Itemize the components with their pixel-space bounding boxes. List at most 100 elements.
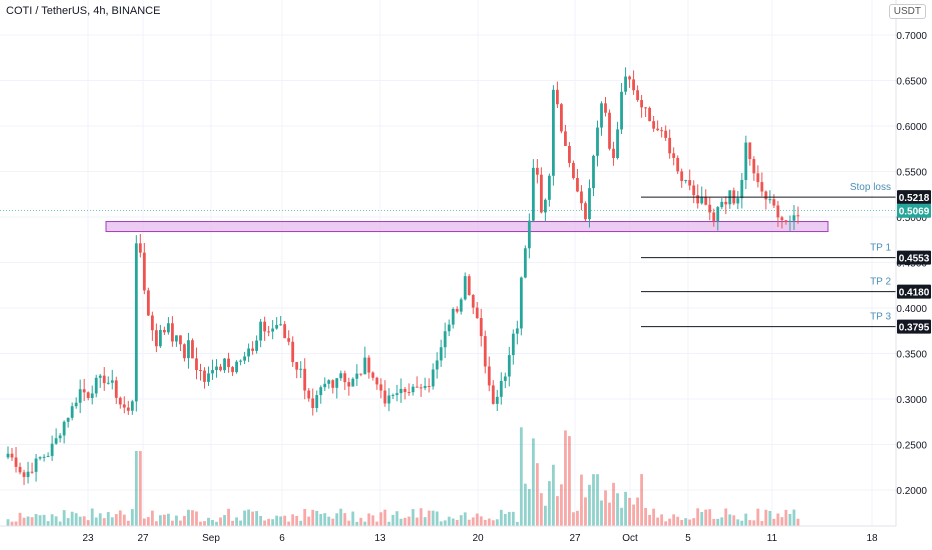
volume-bar — [14, 521, 18, 526]
candle-body — [427, 385, 431, 387]
candle-body — [279, 324, 283, 326]
level-price-badge: 0.4180 — [899, 288, 930, 299]
volume-bar — [379, 512, 383, 526]
volume-bar — [255, 511, 259, 526]
volume-bar — [475, 513, 479, 526]
volume-bar — [114, 514, 118, 526]
time-tick-label: 20 — [472, 533, 484, 544]
candle-body — [403, 388, 407, 393]
currency-button[interactable]: USDT — [888, 4, 926, 19]
volume-bar — [543, 505, 547, 526]
volume-bar — [551, 464, 555, 526]
candle-body — [680, 171, 684, 182]
volume-bar — [142, 518, 146, 526]
candle-body — [54, 438, 58, 444]
volume-bar — [134, 451, 138, 526]
candle-body — [547, 175, 551, 200]
volume-bar — [684, 518, 688, 526]
candle-body — [576, 177, 579, 192]
volume-bar — [580, 474, 583, 526]
volume-bar — [6, 519, 10, 526]
candle-body — [407, 392, 411, 394]
candle-body — [616, 129, 619, 159]
candle-body — [660, 130, 664, 132]
candle-body — [668, 137, 672, 154]
candle-body — [491, 385, 495, 404]
volume-bar — [263, 520, 267, 526]
volume-bar — [18, 512, 22, 526]
volume-bar — [227, 508, 230, 526]
volume-bar — [267, 518, 271, 526]
volume-bar — [439, 521, 443, 526]
level-price-badge-bg — [897, 190, 931, 205]
volume-bar — [138, 451, 142, 526]
candle-body — [162, 329, 166, 333]
candle-body — [267, 331, 271, 333]
candle-body — [199, 370, 202, 372]
volume-bar — [708, 509, 712, 526]
candle-body — [539, 174, 543, 213]
candle-body — [648, 107, 652, 122]
candle-body — [423, 385, 427, 388]
candle-body — [14, 457, 18, 467]
volume-bar — [146, 517, 150, 526]
volume-bar — [154, 521, 158, 526]
candle-body — [90, 393, 94, 398]
candle-body — [636, 90, 639, 101]
candle-body — [479, 318, 483, 337]
volume-bar — [632, 504, 635, 526]
volume-bar — [531, 438, 535, 526]
volume-bar — [319, 513, 323, 526]
price-tick-label: 0.4000 — [896, 304, 927, 315]
volume-bar — [768, 510, 772, 526]
volume-bar — [427, 510, 431, 526]
volume-bar — [179, 520, 182, 526]
volume-bar — [327, 516, 331, 526]
candle-body — [656, 128, 660, 131]
price-axis[interactable]: 0.20000.25000.30000.35000.40000.45000.50… — [895, 0, 932, 550]
candle-body — [664, 130, 668, 138]
volume-bar — [559, 484, 563, 526]
candle-body — [499, 380, 503, 397]
time-tick-label: 11 — [767, 533, 778, 544]
candle-body — [419, 387, 423, 389]
candle-body — [700, 196, 704, 204]
price-tick-label: 0.3500 — [896, 350, 927, 361]
time-tick-label: Oct — [622, 533, 638, 544]
price-tick-label: 0.3000 — [896, 395, 927, 406]
candle-body — [608, 112, 611, 149]
candle-body — [247, 348, 251, 357]
volume-bar — [130, 509, 134, 526]
price-axis-bg — [896, 0, 932, 550]
time-axis[interactable]: 23 27 Sep 6 13 20 27 Oct 5 11 18 — [0, 525, 896, 544]
candle-body — [672, 153, 676, 158]
candle-body — [347, 382, 351, 387]
candle-body — [455, 308, 459, 312]
candle-body — [503, 376, 507, 381]
volume-bar — [720, 517, 724, 526]
candle-body — [379, 384, 383, 391]
candle-body — [543, 199, 547, 213]
volume-bar — [195, 511, 198, 526]
volume-bar — [792, 509, 796, 526]
volume-bar — [584, 497, 587, 526]
volume-bar — [171, 520, 174, 526]
candle-body — [716, 207, 720, 222]
volume-bar — [656, 517, 660, 526]
volume-bar — [82, 516, 86, 526]
volume-bar — [712, 518, 716, 526]
volume-bar — [175, 515, 178, 526]
candle-body — [796, 215, 800, 217]
volume-bar — [620, 507, 623, 526]
volume-bar — [592, 474, 595, 526]
volume-bar — [239, 520, 242, 526]
volume-bar — [503, 513, 507, 526]
time-tick-label: 6 — [279, 533, 285, 544]
volume-bar — [42, 514, 46, 526]
volume-bar — [395, 511, 399, 526]
candle-body — [138, 243, 142, 253]
volume-bar — [46, 521, 50, 526]
volume-bar — [467, 519, 471, 526]
volume-bar — [307, 516, 311, 526]
